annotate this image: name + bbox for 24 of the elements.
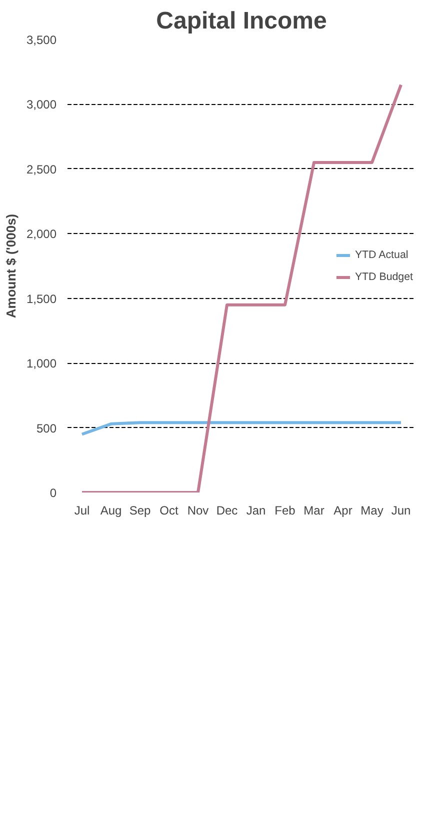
x-tick-label: Apr	[334, 504, 352, 518]
x-tick-label: Feb	[274, 504, 296, 518]
x-tick-label: May	[360, 504, 384, 518]
x-tick-label: Jul	[74, 504, 90, 518]
y-tick-label: 3,500	[26, 33, 57, 47]
x-tick-label: Nov	[187, 504, 209, 518]
x-tick-label: Mar	[304, 504, 324, 518]
chart-title: Capital Income	[156, 8, 327, 34]
y-tick-label: 1,000	[26, 356, 57, 371]
x-tick-label: Dec	[216, 504, 238, 518]
y-tick-label: 500	[36, 421, 57, 436]
y-tick-label: 3,000	[26, 98, 57, 112]
y-tick-label: 2,000	[26, 227, 57, 242]
x-tick-label: Aug	[100, 504, 122, 518]
legend-label: YTD Actual	[354, 248, 408, 260]
x-tick-label: Jun	[391, 504, 411, 518]
x-tick-label: Jan	[246, 504, 266, 518]
legend-label: YTD Budget	[354, 270, 413, 282]
x-tick-label: Oct	[160, 504, 179, 518]
y-tick-label: 2,500	[26, 162, 57, 176]
y-axis-title: Amount $ ('000s)	[3, 214, 18, 318]
x-tick-label: Sep	[129, 504, 151, 518]
y-tick-label: 1,500	[26, 292, 57, 306]
y-tick-label: 0	[50, 486, 57, 500]
